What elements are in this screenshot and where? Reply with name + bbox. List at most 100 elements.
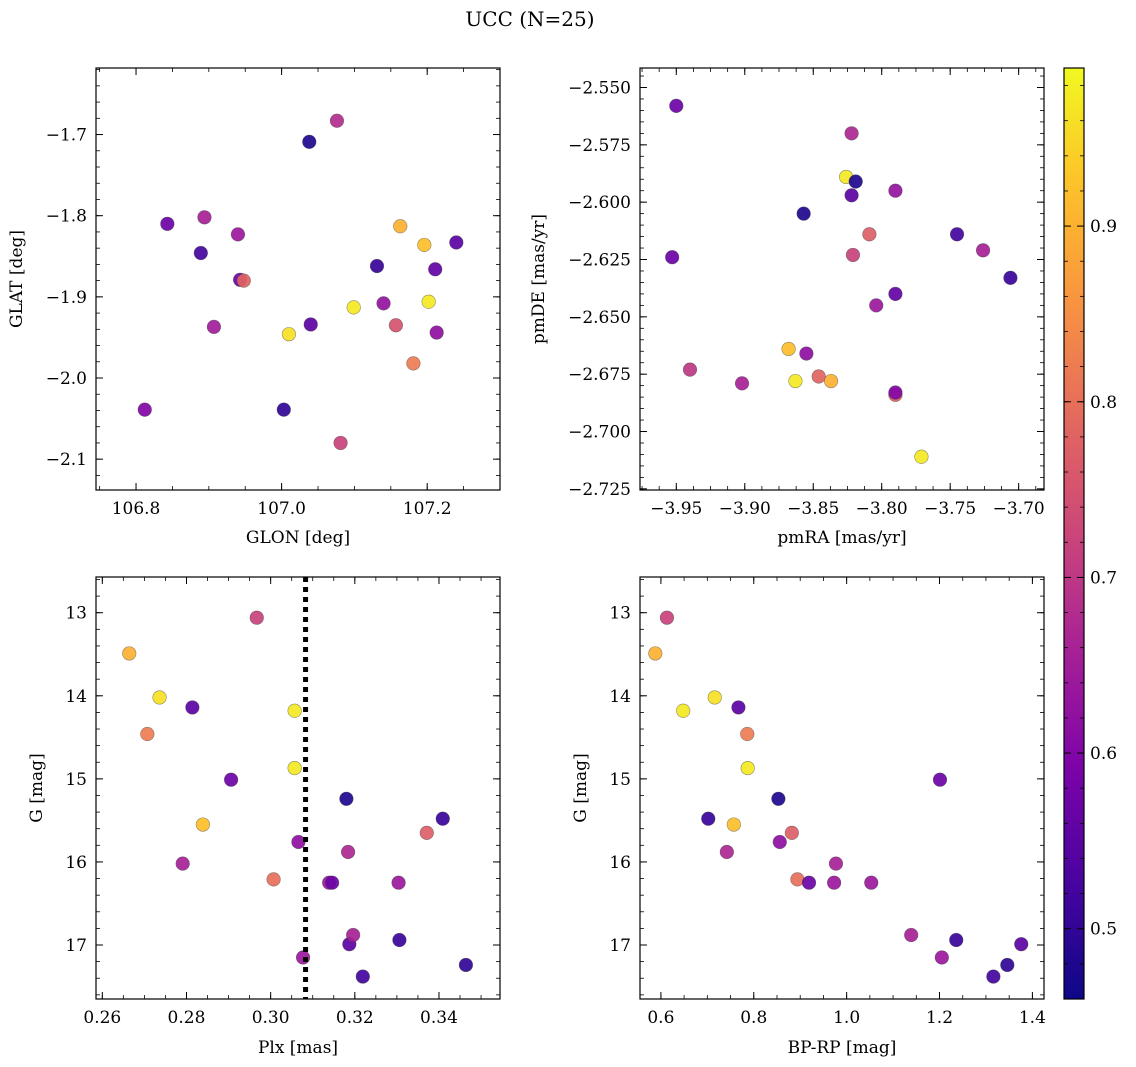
y-tick-label: 14 bbox=[609, 687, 631, 707]
scatter-point bbox=[648, 646, 663, 661]
scatter-point bbox=[419, 825, 434, 840]
y-tick-label: 14 bbox=[65, 687, 87, 707]
scatter-point bbox=[230, 227, 246, 242]
y-axis-label: GLAT [deg] bbox=[7, 230, 27, 328]
scatter-point bbox=[986, 969, 1001, 984]
y-tick-label: 16 bbox=[65, 853, 87, 873]
y-tick-label: 15 bbox=[65, 770, 87, 790]
x-tick-label: 0.8 bbox=[740, 1008, 767, 1028]
colorbar-tick-label: 0.7 bbox=[1090, 568, 1117, 588]
scatter-point bbox=[784, 825, 799, 840]
scatter-point bbox=[435, 811, 450, 826]
scatter-point bbox=[355, 969, 370, 984]
plot-frame bbox=[639, 67, 1045, 491]
scatter-point bbox=[796, 206, 811, 221]
colorbar-frame bbox=[1063, 67, 1085, 1000]
y-axis-label: G [mag] bbox=[571, 753, 591, 822]
scatter-point bbox=[888, 286, 903, 302]
scatter-point bbox=[388, 318, 404, 333]
scatter-point bbox=[266, 872, 281, 887]
scatter-point bbox=[302, 134, 317, 149]
scatter-point bbox=[137, 402, 152, 417]
panel-pmra-pmde: −3.95 −3.90 −3.85 −3.80 −3.75 −3.70 −2.725 −2.7… bbox=[529, 67, 1045, 548]
scatter-point bbox=[844, 188, 859, 203]
panels: 106.8 107.0 107.2 −2.1 −2.0 −1.9 −1.8 −1.7 GLON … bbox=[7, 67, 1046, 1058]
y-tick-label: 13 bbox=[609, 604, 631, 624]
y-tick-label: 17 bbox=[65, 936, 87, 956]
scatter-point bbox=[175, 856, 190, 871]
scatter-point bbox=[287, 703, 302, 718]
panel-glon-glat: 106.8 107.0 107.2 −2.1 −2.0 −1.9 −1.8 −1.7 GLON … bbox=[7, 67, 501, 548]
y-tick-label: 16 bbox=[609, 853, 631, 873]
scatter-point bbox=[449, 235, 464, 250]
scatter-point bbox=[914, 449, 929, 464]
scatter-point bbox=[888, 385, 903, 400]
scatter-point bbox=[339, 791, 354, 806]
scatter-point bbox=[844, 126, 859, 141]
scatter-point bbox=[862, 227, 877, 242]
colorbar-tick-label: 0.6 bbox=[1090, 744, 1117, 764]
y-tick-label: 15 bbox=[609, 770, 631, 790]
scatter-point bbox=[676, 703, 691, 718]
scatter-point bbox=[249, 610, 264, 625]
x-tick-label: −3.70 bbox=[993, 499, 1045, 519]
scatter-point bbox=[421, 294, 436, 309]
scatter-point bbox=[346, 300, 361, 315]
scatter-point bbox=[340, 844, 356, 860]
scatter-point bbox=[287, 760, 302, 776]
scatter-point bbox=[392, 932, 407, 948]
scatter-point bbox=[140, 726, 155, 742]
scatter-point bbox=[781, 341, 796, 357]
x-tick-label: 0.34 bbox=[420, 1008, 458, 1028]
figure-title: UCC (N=25) bbox=[465, 7, 594, 31]
x-tick-label: 0.32 bbox=[336, 1008, 374, 1028]
scatter-point bbox=[734, 376, 750, 391]
y-tick-label: −2.550 bbox=[568, 78, 631, 98]
scatter-point bbox=[458, 957, 474, 973]
x-tick-label: 0.28 bbox=[168, 1008, 206, 1028]
scatter-point bbox=[665, 250, 680, 265]
scatter-point bbox=[799, 346, 814, 361]
scatter-point bbox=[771, 791, 786, 806]
scatter-point bbox=[1000, 957, 1015, 973]
y-tick-label: −2.1 bbox=[46, 450, 87, 470]
scatter-point bbox=[788, 373, 803, 389]
scatter-point bbox=[417, 237, 432, 253]
colorbar-tick-label: 0.9 bbox=[1090, 217, 1117, 237]
scatter-point bbox=[376, 296, 391, 311]
y-tick-label: −1.9 bbox=[46, 288, 87, 308]
scatter-point bbox=[122, 646, 137, 661]
x-axis-label: BP-RP [mag] bbox=[788, 1038, 897, 1058]
scatter-point bbox=[369, 258, 385, 274]
x-tick-label: 106.8 bbox=[112, 499, 161, 519]
scatter-point bbox=[276, 402, 291, 417]
scatter-point bbox=[869, 298, 884, 313]
scatter-point bbox=[1014, 937, 1029, 952]
scatter-point bbox=[669, 98, 684, 113]
plot-frame bbox=[95, 576, 501, 1000]
x-tick-label: 0.6 bbox=[647, 1008, 674, 1028]
scatter-point bbox=[428, 262, 443, 277]
y-tick-label: −2.675 bbox=[568, 365, 631, 385]
scatter-point bbox=[904, 927, 919, 943]
scatter-point bbox=[393, 219, 408, 234]
scatter-point bbox=[740, 760, 755, 776]
y-tick-label: −2.725 bbox=[568, 480, 631, 500]
x-tick-label: 1.4 bbox=[1019, 1008, 1046, 1028]
scatter-point bbox=[152, 690, 167, 705]
x-axis-label: GLON [deg] bbox=[246, 528, 350, 548]
x-tick-label: 1.2 bbox=[926, 1008, 953, 1028]
scatter-point bbox=[223, 772, 239, 787]
x-tick-label: −3.75 bbox=[924, 499, 976, 519]
y-tick-label: −2.600 bbox=[568, 193, 631, 213]
y-tick-label: −2.0 bbox=[46, 369, 87, 389]
x-tick-label: 0.26 bbox=[83, 1008, 121, 1028]
scatter-point bbox=[324, 875, 340, 890]
scatter-point bbox=[707, 690, 722, 705]
scatter-point bbox=[975, 243, 991, 258]
scatter-point bbox=[823, 373, 839, 389]
x-axis-label: pmRA [mas/yr] bbox=[777, 528, 906, 548]
scatter-point bbox=[236, 273, 251, 288]
scatter-points bbox=[665, 98, 1018, 464]
